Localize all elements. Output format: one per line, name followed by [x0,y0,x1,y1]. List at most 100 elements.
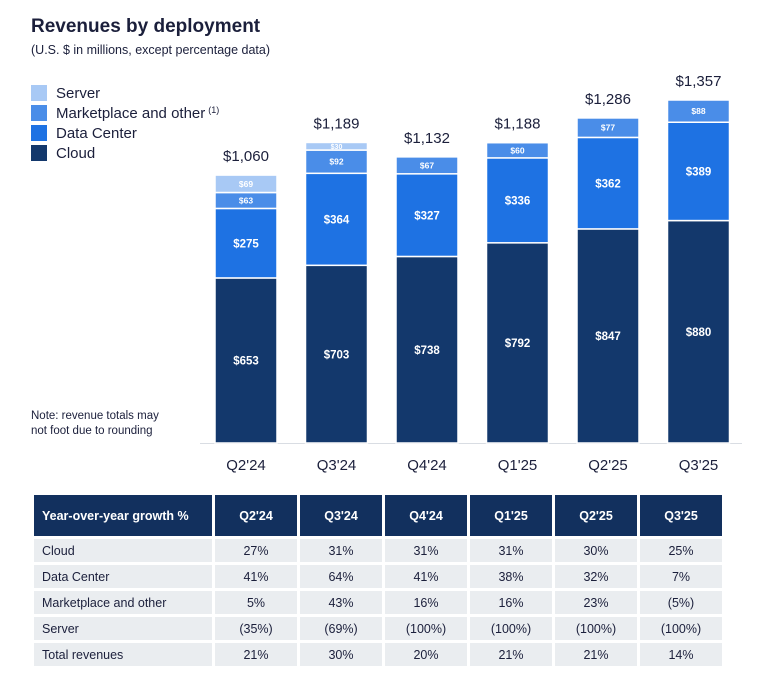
chart-subtitle: (U.S. $ in millions, except percentage d… [31,43,271,57]
total-label: $1,286 [585,91,631,108]
table-cell: 31% [470,539,552,562]
table-cell: 25% [640,539,722,562]
data-label-marketplace-and-other: $92 [329,157,343,167]
table-cell: (100%) [470,617,552,640]
legend-swatch-marketplace [31,105,47,121]
x-tick-label: Q3'24 [317,457,357,474]
table-cell: 41% [385,565,467,588]
table-cell: 31% [385,539,467,562]
bar-segment-server [214,174,278,194]
table-cell: (100%) [640,617,722,640]
table-row: Data Center 41% 64% 41% 38% 32% 7% [34,565,722,588]
table-cell: 16% [470,591,552,614]
table-cell: (69%) [300,617,382,640]
table-header-cell: Q3'25 [640,495,722,536]
bar-segment-data-center [666,121,731,222]
data-label-data-center: $364 [324,214,350,226]
bar-segment-data-center [214,207,278,279]
bar-segment-cloud [395,255,459,444]
table-header-cell: Year-over-year growth % [34,495,212,536]
rounding-note: Note: revenue totals may not foot due to… [31,409,159,439]
rounding-note-line-2: not foot due to rounding [31,425,153,437]
total-label: $1,189 [314,115,360,132]
data-label-cloud: $653 [233,356,259,368]
bar-segment-marketplace-and-other [666,99,731,123]
table-cell: (100%) [555,617,637,640]
table-cell: 30% [300,643,382,666]
stacked-bar-chart: $653 $275 $63 $69 $1,060 Q2'24 $703 $364 $92 $30 $… [200,73,742,474]
table-header-cell: Q2'25 [555,495,637,536]
bar-segment-data-center [485,157,550,244]
data-label-cloud: $738 [414,345,440,357]
data-label-data-center: $389 [686,167,712,179]
data-label-marketplace-and-other: $67 [420,160,434,170]
data-label-cloud: $703 [324,349,350,361]
legend-swatch-cloud [31,145,47,161]
legend-label-server: Server [56,84,101,102]
table-cell: Total revenues [34,643,212,666]
table-header-row: Year-over-year growth % Q2'24 Q3'24 Q4'2… [34,495,722,536]
table-cell: 7% [640,565,722,588]
total-label: $1,060 [223,148,269,165]
table-cell: 64% [300,565,382,588]
data-label-data-center: $336 [505,195,531,207]
data-label-marketplace-and-other: $77 [601,123,615,133]
table-cell: 43% [300,591,382,614]
table-cell: 38% [470,565,552,588]
data-label-marketplace-and-other: $60 [510,145,524,155]
table-cell: 21% [555,643,637,666]
bar-segment-cloud [666,219,731,444]
table-cell: 20% [385,643,467,666]
table-header-cell: Q3'24 [300,495,382,536]
table-row: Total revenues 21% 30% 20% 21% 21% 14% [34,643,722,666]
data-label-server: $69 [239,179,253,189]
bar-segment-server [304,141,369,151]
table-row: Marketplace and other 5% 43% 16% 16% 23%… [34,591,722,614]
table-cell: Server [34,617,212,640]
legend-label-cloud: Cloud [56,144,96,162]
chart-title: Revenues by deployment [31,16,261,37]
legend-item-data-center: Data Center [31,123,219,143]
x-tick-label: Q4'24 [407,457,447,474]
table-cell: 41% [215,565,297,588]
x-tick-label: Q3'25 [679,457,719,474]
table-cell: 23% [555,591,637,614]
data-label-data-center: $362 [595,178,621,190]
legend-footnote-marker: (1) [208,105,220,115]
table-cell: 5% [215,591,297,614]
table-cell: Data Center [34,565,212,588]
x-tick-label: Q1'25 [498,457,538,474]
legend-swatch-data-center [31,125,47,141]
table-cell: 32% [555,565,637,588]
bar-segment-cloud [304,264,369,444]
bar-segment-data-center [576,136,640,230]
bar-segment-marketplace-and-other [485,141,550,159]
bar-segment-data-center [304,172,369,267]
data-label-marketplace-and-other: $88 [691,106,705,116]
table-cell: 31% [300,539,382,562]
table-cell: 30% [555,539,637,562]
table-cell: (100%) [385,617,467,640]
table-row: Cloud 27% 31% 31% 31% 30% 25% [34,539,722,562]
table-cell: (35%) [215,617,297,640]
data-label-server: $30 [331,144,343,151]
total-label: $1,357 [676,73,722,90]
legend-item-server: Server [31,83,219,103]
bar-segment-cloud [214,277,278,444]
yoy-growth-table: Year-over-year growth % Q2'24 Q3'24 Q4'2… [31,492,725,669]
legend: Server Marketplace and other (1) Data Ce… [31,83,219,163]
table-header-cell: Q2'24 [215,495,297,536]
table-cell: 27% [215,539,297,562]
data-label-cloud: $880 [686,327,712,339]
table-cell: 21% [215,643,297,666]
table-cell: 21% [470,643,552,666]
x-tick-label: Q2'24 [226,457,266,474]
legend-item-marketplace: Marketplace and other (1) [31,103,219,123]
rounding-note-line-1: Note: revenue totals may [31,410,159,422]
total-label: $1,132 [404,130,450,147]
bar-segment-marketplace-and-other [395,156,459,175]
total-label: $1,188 [495,116,541,133]
legend-item-cloud: Cloud [31,143,219,163]
data-label-marketplace-and-other: $63 [239,196,253,206]
data-label-cloud: $792 [505,338,531,350]
